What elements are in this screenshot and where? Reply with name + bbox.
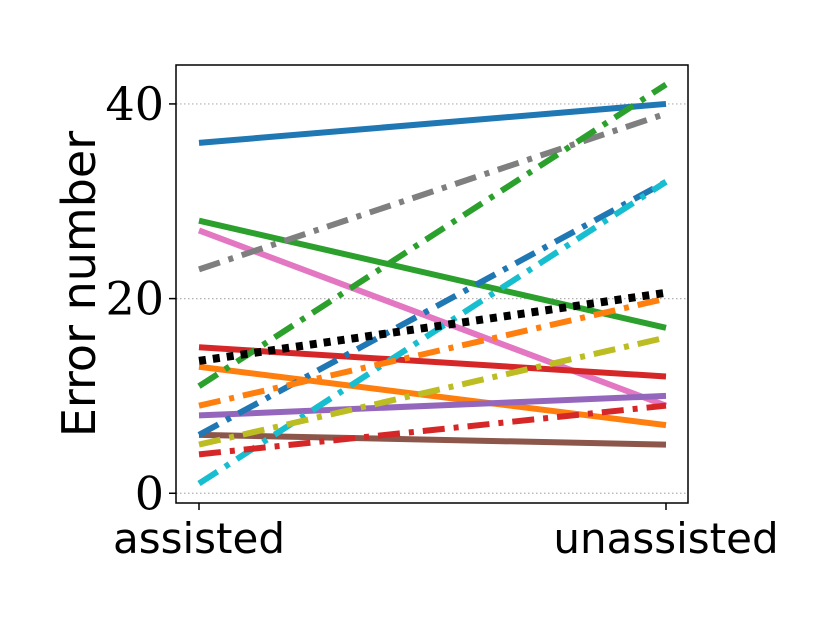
y-axis-title: Error number <box>52 131 106 437</box>
y-axis: 0 20 40 <box>105 77 176 520</box>
x-tick-label-assisted: assisted <box>113 514 285 563</box>
series-line-9 <box>197 81 668 389</box>
x-axis: assisted unassisted <box>113 503 779 563</box>
gridlines <box>176 103 688 494</box>
y-tick-label: 20 <box>105 272 164 326</box>
series-line-14 <box>198 402 667 458</box>
plot-frame <box>175 64 689 504</box>
series-line-2 <box>198 217 667 331</box>
series-line-12 <box>198 295 667 409</box>
x-tick-label-unassisted: unassisted <box>553 514 778 563</box>
series-line-8 <box>198 110 667 273</box>
series-line-3 <box>197 227 668 409</box>
series-line-13 <box>198 334 667 448</box>
series-line-7 <box>198 431 667 448</box>
series-lines <box>197 81 668 487</box>
series-line-1 <box>198 100 667 146</box>
series-line-15 <box>198 288 667 365</box>
y-tick-label: 40 <box>105 77 164 131</box>
y-tick-label: 0 <box>135 466 164 520</box>
series-line-11 <box>197 179 668 487</box>
series-line-4 <box>198 344 667 380</box>
series-line-6 <box>198 392 667 419</box>
